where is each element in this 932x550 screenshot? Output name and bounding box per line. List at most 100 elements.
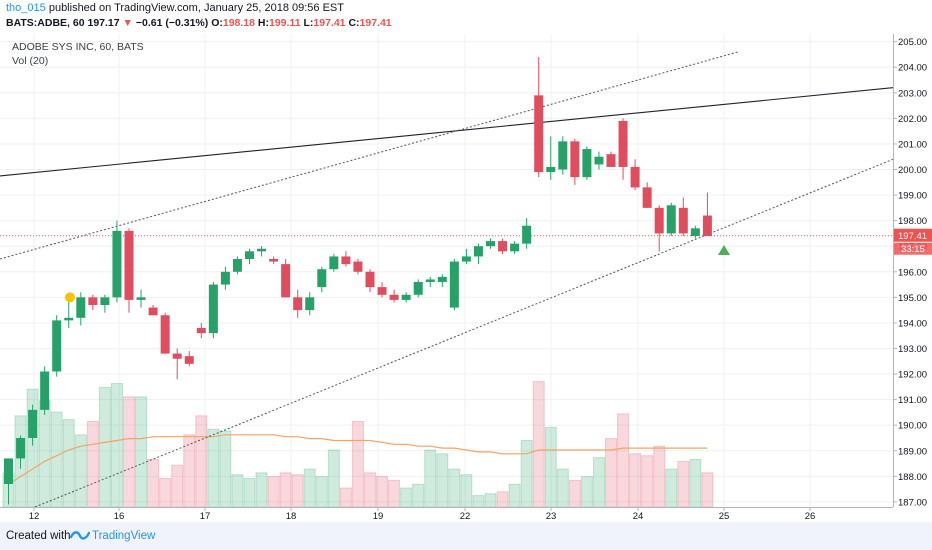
tradingview-link[interactable]: TradingView bbox=[92, 530, 156, 542]
price-tick-label: 196.00 bbox=[898, 267, 927, 278]
countdown-label: 33:15 bbox=[901, 244, 925, 255]
candle-body bbox=[136, 297, 146, 300]
volume-bar bbox=[701, 472, 714, 508]
close-label: C: bbox=[348, 17, 360, 29]
candle-body bbox=[678, 207, 688, 234]
volume-bar bbox=[580, 476, 593, 508]
low-label: L: bbox=[303, 17, 314, 29]
volume-bar bbox=[412, 483, 425, 508]
time-tick-label: 16 bbox=[114, 511, 125, 522]
volume-bar bbox=[171, 464, 184, 508]
volume-bar bbox=[110, 383, 123, 508]
price-tick-label: 190.00 bbox=[898, 421, 927, 432]
time-tick-label: 26 bbox=[805, 511, 816, 522]
candle-body bbox=[100, 297, 110, 306]
volume-bar bbox=[532, 381, 545, 508]
price-tick-label: 188.00 bbox=[898, 472, 927, 483]
up-arrow-marker-icon bbox=[718, 245, 730, 256]
volume-bar bbox=[400, 487, 413, 508]
price-tick-label: 201.00 bbox=[898, 139, 927, 150]
volume-bar bbox=[62, 419, 75, 508]
volume-bar bbox=[665, 468, 678, 508]
volume-bar bbox=[207, 428, 220, 508]
candle-body bbox=[160, 315, 170, 354]
publish-line: tho_015 published on TradingView.com, Ja… bbox=[6, 2, 344, 14]
high-value: 199.11 bbox=[269, 17, 301, 29]
candle-body bbox=[461, 256, 471, 262]
candle-body bbox=[486, 241, 495, 247]
candle-body bbox=[413, 282, 423, 295]
high-label: H: bbox=[257, 17, 269, 29]
candle-body bbox=[353, 261, 363, 272]
volume-bar bbox=[135, 396, 148, 508]
candle-body bbox=[40, 371, 50, 410]
price-tick-label: 204.00 bbox=[898, 63, 927, 74]
price-chart[interactable]: 187.00 188.00 189.00 190.00 191.00 192.00 193.… bbox=[0, 34, 932, 522]
candle-body bbox=[654, 207, 664, 234]
candle-body bbox=[642, 187, 652, 208]
legend-title: ADOBE SYS INC, 60, BATS bbox=[12, 41, 144, 53]
candle-body bbox=[196, 328, 206, 334]
time-tick-label: 17 bbox=[200, 511, 211, 522]
volume-bar bbox=[219, 430, 232, 508]
change-down-icon: ▼ bbox=[122, 17, 133, 29]
candle-body bbox=[437, 276, 447, 283]
time-tick-label: 18 bbox=[286, 511, 297, 522]
candle-body bbox=[208, 284, 218, 334]
volume-bar bbox=[303, 468, 316, 508]
volume-bar bbox=[327, 449, 340, 508]
candle-body bbox=[425, 279, 435, 283]
time-tick-label: 19 bbox=[373, 511, 384, 522]
candle-body bbox=[305, 297, 315, 311]
candle-body bbox=[245, 251, 254, 259]
yellow-marker-icon bbox=[65, 292, 75, 303]
volume-bar bbox=[267, 476, 280, 508]
candle-body bbox=[317, 269, 327, 288]
author-link[interactable]: tho_015 bbox=[6, 2, 46, 14]
volume-bar bbox=[98, 386, 111, 508]
created-with-text: Created with bbox=[6, 530, 71, 542]
publish-text: published on TradingView.com, January 25… bbox=[48, 2, 344, 14]
candle-body bbox=[148, 307, 158, 316]
volume-bar bbox=[147, 459, 160, 508]
chart-area[interactable]: 187.00 188.00 189.00 190.00 191.00 192.00 193.… bbox=[0, 34, 932, 522]
candle-body bbox=[666, 205, 676, 234]
candle-body bbox=[16, 437, 26, 459]
volume-bar bbox=[617, 413, 630, 508]
countdown-badge bbox=[894, 242, 932, 255]
price-tick-label: 198.00 bbox=[898, 216, 927, 227]
volume-bar bbox=[279, 472, 292, 508]
price-tick-label: 194.00 bbox=[898, 318, 927, 329]
volume-bar bbox=[544, 426, 557, 508]
tradingview-logo-icon[interactable] bbox=[70, 528, 90, 542]
open-label: O: bbox=[211, 17, 223, 29]
volume-bar bbox=[677, 460, 690, 508]
candle-body bbox=[630, 166, 640, 188]
volume-bar bbox=[641, 455, 654, 508]
volume-ma-line bbox=[8, 434, 708, 485]
volume-bar bbox=[243, 478, 256, 508]
candle-body bbox=[401, 294, 411, 300]
chart-legend: ADOBE SYS INC, 60, BATS Vol (20) bbox=[12, 40, 144, 68]
volume-bar bbox=[291, 474, 304, 508]
candle-body bbox=[64, 317, 74, 321]
candle-body bbox=[28, 409, 38, 438]
footer: Created with TradingView bbox=[0, 522, 932, 550]
price-tick-label: 205.00 bbox=[898, 37, 927, 48]
volume-bar bbox=[376, 476, 389, 508]
open-value: 198.18 bbox=[222, 17, 255, 29]
volume-bar bbox=[484, 493, 497, 508]
time-tick-label: 12 bbox=[29, 511, 40, 522]
candle-body bbox=[257, 248, 267, 252]
volume-bar bbox=[424, 449, 437, 508]
candle-body bbox=[618, 120, 628, 167]
time-tick-label: 23 bbox=[546, 511, 557, 522]
candle-body bbox=[329, 256, 339, 270]
price-tick-label: 195.00 bbox=[898, 293, 927, 304]
volume-bar bbox=[123, 396, 135, 508]
candle-body bbox=[498, 241, 508, 252]
candle-body bbox=[269, 258, 279, 262]
candle-body bbox=[4, 458, 13, 484]
volume-bar bbox=[496, 491, 509, 508]
time-tick-label: 24 bbox=[633, 511, 644, 522]
